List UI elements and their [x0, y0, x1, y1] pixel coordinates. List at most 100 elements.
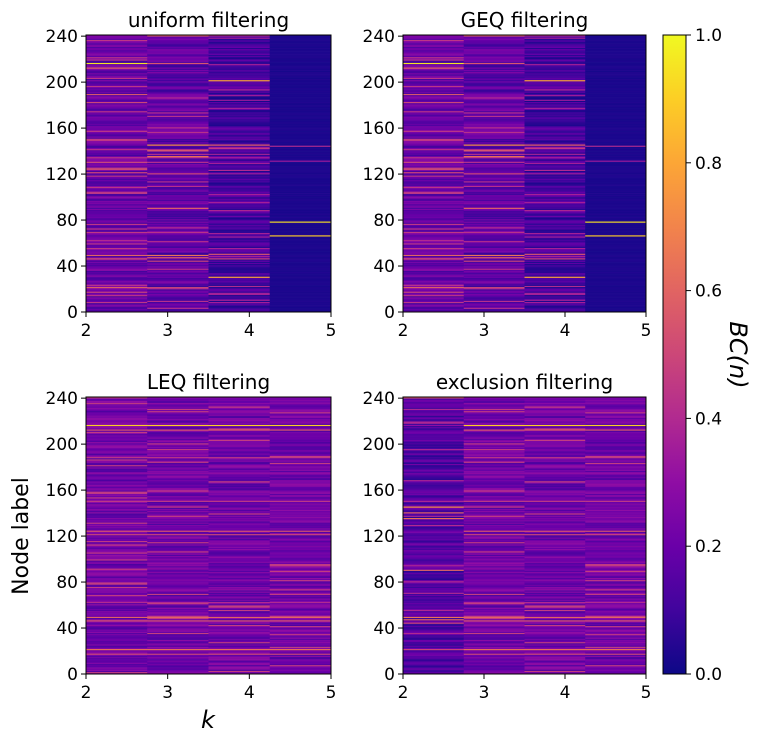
heatmap-cell	[585, 285, 647, 288]
heatmap-cell	[269, 469, 332, 471]
heatmap-cell	[208, 533, 271, 536]
heatmap-cell	[269, 482, 332, 484]
heatmap-cell	[585, 413, 647, 415]
heatmap-cell	[463, 185, 525, 188]
heatmap-cell	[463, 579, 525, 582]
heatmap-cell	[86, 98, 148, 100]
heatmap-cell	[524, 154, 586, 157]
heatmap-cell	[147, 413, 209, 415]
heatmap-cell	[524, 536, 586, 538]
heatmap-cell	[403, 499, 465, 501]
heatmap-cell	[208, 305, 271, 307]
heatmap-cell	[208, 161, 271, 163]
heatmap-cell	[463, 307, 525, 309]
heatmap-cell	[524, 637, 586, 639]
heatmap-cell	[585, 545, 647, 547]
heatmap-cell	[463, 461, 525, 463]
heatmap-cell	[403, 109, 465, 112]
heatmap-cell	[524, 118, 586, 121]
y-tick-label: 200	[46, 435, 78, 455]
heatmap-cell	[208, 579, 271, 582]
heatmap-cell	[463, 283, 525, 285]
heatmap-cell	[208, 429, 271, 431]
heatmap-cell	[208, 406, 271, 408]
heatmap-cell	[524, 615, 586, 617]
heatmap-cell	[524, 289, 586, 291]
heatmap-cell	[524, 663, 586, 666]
heatmap-cell	[147, 78, 209, 81]
heatmap-cell	[463, 133, 525, 136]
heatmap-cell	[86, 584, 148, 586]
heatmap-cell	[403, 117, 465, 120]
heatmap-cell	[147, 438, 209, 440]
heatmap-cell	[86, 560, 148, 562]
heatmap-cell	[147, 170, 209, 173]
heatmap-cell	[463, 55, 525, 58]
heatmap-cell	[585, 571, 647, 574]
heatmap-cell	[208, 554, 271, 556]
heatmap-cell	[524, 419, 586, 422]
heatmap-cell	[403, 289, 465, 291]
heatmap-cell	[524, 531, 586, 533]
heatmap-cell	[147, 272, 209, 275]
heatmap-cell	[86, 308, 148, 311]
heatmap-cell	[403, 609, 465, 612]
heatmap-cell	[585, 278, 647, 281]
heatmap-cell	[269, 141, 332, 144]
heatmap-cell	[86, 600, 148, 602]
heatmap-cell	[208, 82, 271, 84]
heatmap-cell	[403, 485, 465, 487]
heatmap-cell	[403, 256, 465, 259]
heatmap-cell	[463, 459, 525, 461]
heatmap-cell	[208, 459, 271, 461]
heatmap-cell	[585, 60, 647, 62]
heatmap-cell	[463, 77, 525, 80]
heatmap-cell	[147, 191, 209, 193]
heatmap-cell	[208, 409, 271, 412]
heatmap-cell	[524, 66, 586, 68]
heatmap-cell	[147, 560, 209, 562]
heatmap-cell	[463, 613, 525, 615]
heatmap-cell	[585, 53, 647, 55]
heatmap-cell	[463, 529, 525, 531]
heatmap-cell	[147, 83, 209, 85]
heatmap-cell	[403, 89, 465, 91]
heatmap-cell	[208, 479, 271, 482]
heatmap-cell	[585, 241, 647, 244]
heatmap-cell	[147, 419, 209, 422]
heatmap-cell	[463, 671, 525, 674]
heatmap-cell	[463, 491, 525, 493]
heatmap-cell	[86, 297, 148, 299]
heatmap-cell	[524, 469, 586, 471]
heatmap-cell	[269, 465, 332, 468]
heatmap-cell	[86, 444, 148, 446]
heatmap-cell	[147, 660, 209, 662]
heatmap-cell	[403, 492, 465, 494]
heatmap-cell	[147, 410, 209, 413]
heatmap-cell	[269, 280, 332, 283]
heatmap-cell	[585, 203, 647, 206]
heatmap-cell	[147, 609, 209, 612]
heatmap-cell	[463, 610, 525, 613]
heatmap-cell	[585, 594, 647, 597]
heatmap-cell	[269, 493, 332, 496]
heatmap-cell	[463, 216, 525, 219]
heatmap-cell	[269, 271, 332, 274]
heatmap-cell	[403, 277, 465, 280]
heatmap-cell	[269, 128, 332, 130]
heatmap-cell	[463, 636, 525, 638]
heatmap-cell	[147, 303, 209, 306]
heatmap-cell	[208, 226, 271, 229]
heatmap-cell	[463, 255, 525, 258]
heatmap-cell	[585, 551, 647, 553]
heatmap-cell	[269, 472, 332, 475]
heatmap-cell	[147, 541, 209, 544]
heatmap-cell	[208, 576, 271, 578]
heatmap-cell	[524, 547, 586, 550]
heatmap-cell	[147, 486, 209, 489]
heatmap-cell	[403, 163, 465, 166]
heatmap-cell	[585, 523, 647, 525]
heatmap-cell	[585, 541, 647, 544]
heatmap-cell	[147, 306, 209, 308]
heatmap-cell	[463, 147, 525, 150]
